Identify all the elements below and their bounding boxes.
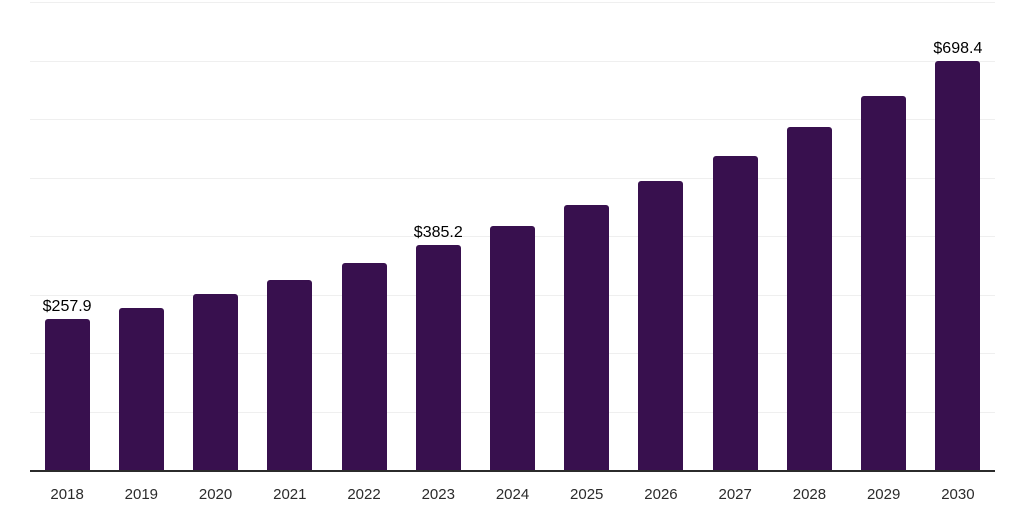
x-tick-label-2022: 2022	[347, 486, 381, 503]
bar-2021	[267, 279, 313, 470]
gridline-600	[30, 119, 995, 120]
bar-2019	[118, 308, 164, 470]
data-label-2030: $698.4	[933, 40, 983, 58]
x-tick-label-2024: 2024	[495, 486, 530, 503]
gridline-700	[30, 60, 995, 62]
x-tick-label-2023: 2023	[421, 486, 455, 503]
data-label-2018: $257.9	[42, 298, 92, 316]
bar-2024	[490, 225, 535, 470]
bar-2020	[193, 294, 239, 470]
bar-2023	[415, 244, 461, 470]
bar-2022	[341, 263, 387, 470]
gridline-500	[30, 177, 995, 179]
bar-2025	[564, 205, 610, 470]
bar-2030	[935, 61, 981, 470]
bar-2028	[786, 126, 832, 470]
x-tick-label-2028: 2028	[792, 486, 827, 503]
x-tick-label-2027: 2027	[718, 486, 752, 503]
x-tick-label-2029: 2029	[866, 486, 901, 503]
bar-2029	[861, 95, 907, 470]
x-tick-label-2021: 2021	[273, 486, 307, 503]
gridline-800	[30, 2, 995, 3]
bar-2026	[638, 180, 684, 470]
data-label-2023: $385.2	[413, 223, 463, 241]
x-axis-line	[30, 470, 995, 472]
x-tick-label-2019: 2019	[124, 486, 159, 503]
bar-2018	[44, 319, 90, 470]
x-tick-label-2025: 2025	[570, 486, 604, 503]
x-tick-label-2018: 2018	[50, 486, 84, 503]
bar-2027	[712, 155, 758, 470]
x-tick-label-2030: 2030	[941, 486, 975, 503]
x-tick-label-2020: 2020	[198, 486, 233, 503]
x-tick-label-2026: 2026	[644, 486, 678, 503]
